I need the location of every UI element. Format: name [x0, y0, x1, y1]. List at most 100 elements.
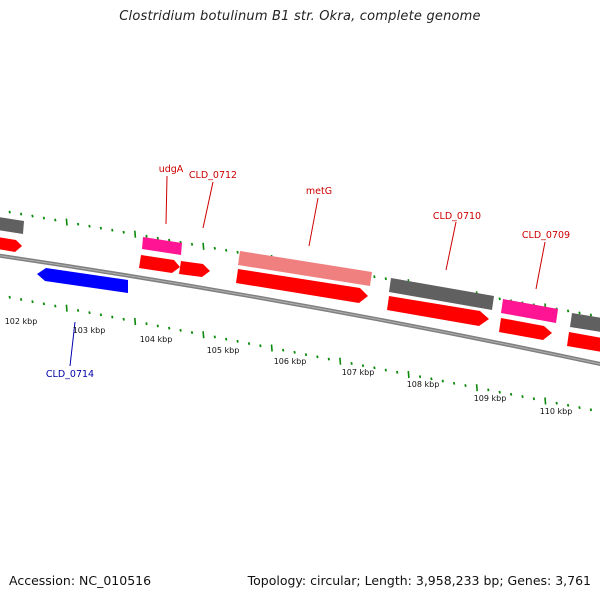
- inner-tick-minor: [31, 300, 34, 304]
- feature-CLD_0709[interactable]: [501, 299, 558, 323]
- outer-tick-minor: [578, 311, 581, 315]
- inner-tick-minor: [247, 342, 251, 346]
- inner-tick-minor: [179, 328, 182, 332]
- inner-tick-minor: [236, 339, 239, 343]
- outer-tick-minor: [373, 275, 376, 279]
- inner-tick-minor: [19, 297, 23, 301]
- inner-tick-minor: [145, 322, 148, 326]
- feature-metG[interactable]: [238, 251, 372, 286]
- inner-tick-major: [407, 370, 410, 379]
- inner-tick-minor: [327, 357, 330, 361]
- inner-tick-major: [65, 304, 68, 312]
- inner-tick-minor: [88, 311, 91, 315]
- feature-red-CLD_0710-row[interactable]: [387, 296, 489, 326]
- outer-tick-major: [202, 242, 205, 250]
- kbp-label: 108 kbp: [407, 380, 440, 389]
- feature-grey-right[interactable]: [570, 313, 600, 332]
- inner-tick-minor: [54, 304, 57, 308]
- leader-CLD_0709: [535, 241, 546, 290]
- feature-CLD_0710[interactable]: [389, 278, 494, 310]
- genome-title: Clostridium botulinum B1 str. Okra, comp…: [119, 9, 481, 24]
- inner-tick-minor: [578, 406, 581, 410]
- inner-tick-minor: [168, 326, 171, 330]
- kbp-label: 105 kbp: [207, 346, 240, 355]
- outer-tick-minor: [190, 242, 194, 246]
- kbp-label: 106 kbp: [274, 357, 307, 366]
- feature-red-right[interactable]: [567, 332, 600, 352]
- feature-red-metG-row[interactable]: [236, 269, 368, 303]
- outer-tick-minor: [19, 212, 23, 216]
- inner-tick-minor: [441, 379, 444, 383]
- leader-udgA: [165, 175, 168, 225]
- outer-tick-minor: [589, 313, 593, 317]
- inner-tick-minor: [282, 348, 285, 352]
- inner-tick-minor: [225, 337, 228, 341]
- kbp-label: 110 kbp: [540, 407, 573, 416]
- outer-tick-minor: [566, 309, 570, 313]
- inner-tick-major: [544, 397, 547, 405]
- feature-CLD_0714[interactable]: [37, 268, 128, 293]
- inner-tick-minor: [430, 377, 433, 381]
- leader-metG: [308, 197, 319, 247]
- label-udgA: udgA: [159, 164, 184, 175]
- outer-tick-minor: [42, 216, 46, 220]
- outer-tick-minor: [156, 236, 159, 240]
- outer-tick-minor: [88, 224, 91, 228]
- kbp-label: 102 kbp: [5, 317, 38, 326]
- inner-tick-major: [202, 331, 205, 339]
- outer-tick-major: [65, 218, 68, 226]
- inner-tick-major: [270, 344, 273, 352]
- outer-tick-minor: [236, 250, 239, 254]
- outer-tick-minor: [384, 277, 387, 281]
- feature-udgA[interactable]: [142, 237, 182, 255]
- kbp-label: 107 kbp: [342, 368, 375, 377]
- feature-red-104a[interactable]: [139, 255, 180, 273]
- accession-text: Accession: NC_010516: [9, 573, 152, 588]
- inner-tick-minor: [190, 331, 194, 335]
- label-CLD_0712: CLD_0712: [189, 170, 237, 181]
- outer-tick-minor: [213, 246, 216, 250]
- inner-tick-major: [134, 317, 137, 326]
- kbp-label: 104 kbp: [140, 335, 173, 344]
- label-CLD_0709: CLD_0709: [522, 230, 570, 241]
- outer-tick-major: [134, 230, 137, 238]
- inner-tick-major: [475, 384, 478, 392]
- inner-tick-minor: [521, 395, 524, 399]
- label-CLD_0710: CLD_0710: [433, 211, 481, 222]
- inner-tick-minor: [76, 308, 80, 312]
- inner-tick-minor: [452, 381, 456, 385]
- inner-tick-minor: [566, 403, 570, 407]
- kbp-scale-labels: 102 kbp 103 kbp 104 kbp 105 kbp 106 kbp 107 k…: [5, 317, 573, 416]
- label-CLD_0714: CLD_0714: [46, 369, 94, 380]
- outer-tick-minor: [225, 248, 228, 252]
- inner-tick-minor: [509, 392, 513, 396]
- inner-tick-minor: [555, 401, 558, 405]
- genome-summary-text: Topology: circular; Length: 3,958,233 bp…: [247, 573, 591, 588]
- feature-red-left[interactable]: [0, 237, 22, 252]
- inner-tick-minor: [293, 350, 296, 354]
- inner-tick-row: [8, 295, 593, 412]
- inner-tick-minor: [361, 364, 365, 368]
- feature-red-104b[interactable]: [179, 261, 210, 277]
- inner-tick-minor: [111, 315, 114, 319]
- kbp-label: 109 kbp: [474, 394, 507, 403]
- leader-CLD_0710: [445, 221, 457, 271]
- outer-tick-minor: [145, 234, 148, 238]
- inner-tick-minor: [589, 408, 593, 412]
- outer-tick-minor: [31, 214, 34, 218]
- feature-red-CLD_0709-row[interactable]: [499, 318, 552, 340]
- outer-tick-minor: [54, 218, 57, 222]
- inner-tick-major: [339, 357, 342, 365]
- inner-tick-minor: [42, 302, 46, 306]
- inner-tick-minor: [304, 353, 308, 357]
- label-metG: metG: [306, 186, 332, 197]
- feature-grey-left[interactable]: [0, 217, 24, 234]
- outer-tick-minor: [76, 222, 80, 226]
- inner-tick-minor: [156, 324, 159, 328]
- inner-tick-minor: [373, 366, 376, 370]
- inner-tick-minor: [498, 390, 501, 394]
- inner-tick-minor: [396, 370, 399, 374]
- inner-tick-minor: [259, 344, 262, 348]
- inner-tick-minor: [122, 317, 125, 321]
